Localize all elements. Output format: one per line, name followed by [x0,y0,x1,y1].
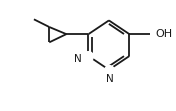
Text: N: N [106,74,113,84]
Text: OH: OH [155,29,172,39]
Text: N: N [74,54,82,64]
